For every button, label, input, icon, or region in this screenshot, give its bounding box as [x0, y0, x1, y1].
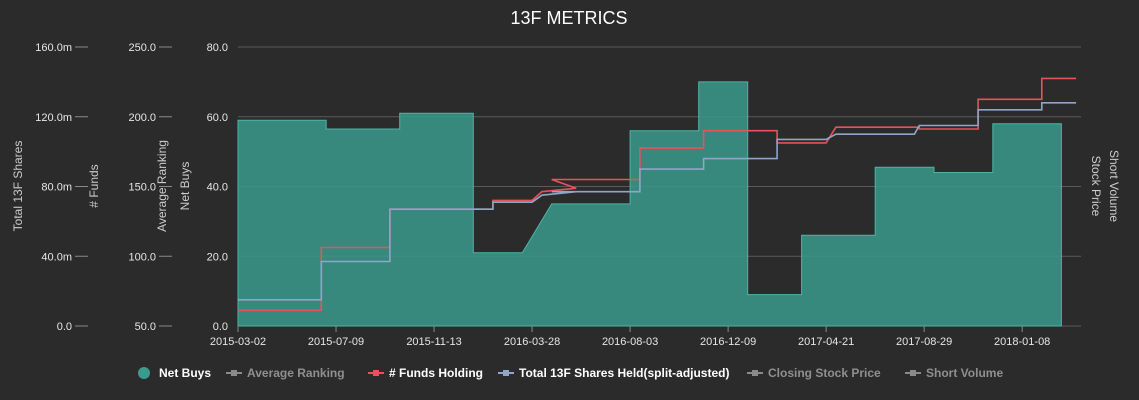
legend-label: Short Volume [926, 366, 1003, 380]
y-tick-label-total_shares: 160.0m [35, 42, 72, 54]
y-tick-label-net_buys: 20.0 [207, 251, 228, 263]
y-axis-title-avg_rank: Average Ranking [155, 140, 169, 232]
y-tick-label-avg_rank: 200.0 [128, 112, 156, 124]
y-tick-label-avg_rank: 250.0 [128, 42, 156, 54]
chart-title: 13F METRICS [510, 8, 627, 28]
y-tick-label-avg_rank: 100.0 [128, 251, 156, 263]
series-line-total-13f-shares-held-split-adjusted- [238, 102, 1077, 301]
x-tick-label: 2015-03-02 [210, 336, 266, 348]
x-tick-label: 2015-11-13 [406, 336, 461, 348]
right-axis-title: Stock Price [1089, 156, 1103, 217]
axes: 0.0 20.0 40.0 60.0 80.0 50.0 100.0 150.0 200.0 25… [11, 42, 1121, 348]
y-tick-label-net_buys: 80.0 [207, 42, 228, 54]
y-axis-title-total_shares: Total 13F Shares [11, 141, 25, 232]
y-axis-title-funds: # Funds [87, 164, 101, 207]
y-tick-label-avg_rank: 150.0 [128, 182, 156, 194]
x-tick-label: 2017-08-29 [896, 336, 952, 348]
y-tick-label-net_buys: 40.0 [207, 182, 228, 194]
y-axis-title-net_buys: Net Buys [178, 162, 192, 211]
legend-label: Total 13F Shares Held(split-adjusted) [519, 366, 729, 380]
legend[interactable]: Net Buys Average Ranking # Funds Holding To… [138, 366, 1003, 380]
y-tick-label-total_shares: 120.0m [35, 112, 72, 124]
series-area-net-buys [237, 81, 1062, 327]
legend-item-short-volume[interactable]: Short Volume [905, 366, 1003, 380]
y-tick-label-avg_rank: 50.0 [135, 321, 156, 333]
x-tick-label: 2018-01-08 [994, 336, 1050, 348]
legend-marker [503, 370, 509, 376]
legend-label: Average Ranking [247, 366, 345, 380]
legend-marker [231, 370, 237, 376]
y-tick-label-total_shares: 40.0m [41, 251, 72, 263]
legend-label: # Funds Holding [389, 366, 483, 380]
x-tick-label: 2017-04-21 [798, 336, 854, 348]
legend-label: Closing Stock Price [768, 366, 881, 380]
legend-marker [910, 370, 916, 376]
legend-item-average-ranking[interactable]: Average Ranking [226, 366, 345, 380]
y-tick-label-net_buys: 0.0 [213, 321, 228, 333]
x-tick-label: 2016-08-03 [602, 336, 658, 348]
legend-item-closing-stock-price[interactable]: Closing Stock Price [747, 366, 881, 380]
legend-label: Net Buys [159, 366, 211, 380]
legend-item-total-13f-shares-held-split-adjusted-[interactable]: Total 13F Shares Held(split-adjusted) [498, 366, 729, 380]
x-tick-label: 2015-07-09 [308, 336, 364, 348]
legend-marker [373, 370, 379, 376]
x-tick-label: 2016-03-28 [504, 336, 560, 348]
right-axis-title: Short Volume [1107, 150, 1121, 222]
y-tick-label-total_shares: 80.0m [41, 182, 72, 194]
y-tick-label-total_shares: 0.0 [57, 321, 72, 333]
legend-marker [752, 370, 758, 376]
x-tick-label: 2016-12-09 [700, 336, 756, 348]
legend-marker [138, 367, 150, 379]
series-layer [237, 77, 1077, 327]
y-tick-label-net_buys: 60.0 [207, 112, 228, 124]
legend-item--funds-holding[interactable]: # Funds Holding [368, 366, 483, 380]
legend-item-net-buys[interactable]: Net Buys [138, 366, 211, 380]
